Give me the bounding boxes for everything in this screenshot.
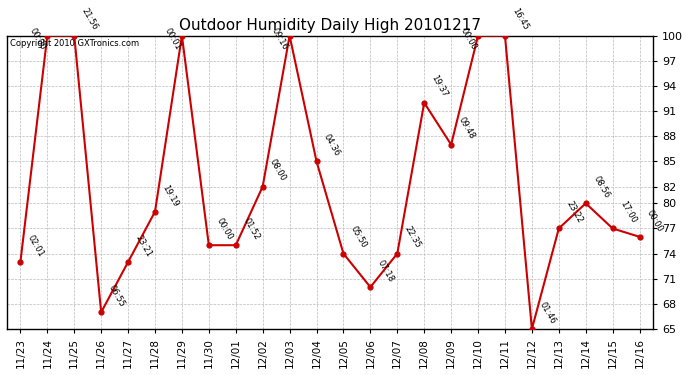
Text: 00:00: 00:00: [28, 27, 48, 52]
Text: 02:01: 02:01: [26, 233, 46, 258]
Point: [204, 242, 215, 248]
Text: 08:56: 08:56: [591, 174, 611, 200]
Text: 00:00: 00:00: [215, 217, 234, 242]
Text: 01:52: 01:52: [241, 217, 261, 242]
Text: 04:36: 04:36: [322, 132, 342, 158]
Point: [634, 234, 645, 240]
Point: [526, 326, 538, 332]
Text: 23:21: 23:21: [134, 233, 153, 258]
Title: Outdoor Humidity Daily High 20101217: Outdoor Humidity Daily High 20101217: [179, 18, 481, 33]
Text: 05:50: 05:50: [349, 225, 368, 250]
Text: 16:45: 16:45: [511, 7, 530, 32]
Text: Copyright 2010 GXTronics.com: Copyright 2010 GXTronics.com: [10, 39, 139, 48]
Point: [15, 259, 26, 265]
Text: 01:46: 01:46: [538, 300, 557, 326]
Point: [392, 251, 403, 257]
Point: [580, 200, 591, 206]
Text: 22:35: 22:35: [403, 225, 422, 250]
Point: [338, 251, 349, 257]
Text: 21:56: 21:56: [80, 7, 99, 32]
Point: [607, 225, 618, 231]
Point: [473, 33, 484, 39]
Text: 19:37: 19:37: [430, 74, 450, 99]
Point: [500, 33, 511, 39]
Point: [553, 225, 564, 231]
Point: [419, 100, 430, 106]
Text: 17:00: 17:00: [618, 200, 638, 225]
Text: 06:55: 06:55: [107, 284, 126, 309]
Point: [69, 33, 80, 39]
Text: 23:22: 23:22: [564, 200, 584, 225]
Text: 00:01: 00:01: [162, 27, 182, 52]
Point: [365, 284, 376, 290]
Text: 00:00: 00:00: [645, 208, 664, 233]
Text: 00:00: 00:00: [459, 27, 478, 52]
Point: [257, 183, 268, 189]
Text: 19:19: 19:19: [161, 183, 180, 208]
Text: 09:16: 09:16: [270, 26, 290, 52]
Point: [177, 33, 188, 39]
Point: [150, 209, 161, 214]
Point: [42, 33, 53, 39]
Point: [96, 309, 107, 315]
Point: [230, 242, 241, 248]
Text: 08:00: 08:00: [268, 158, 288, 183]
Point: [446, 142, 457, 148]
Text: 09:48: 09:48: [457, 116, 476, 141]
Point: [284, 33, 295, 39]
Point: [123, 259, 134, 265]
Point: [311, 158, 322, 164]
Text: 07:18: 07:18: [376, 258, 396, 284]
